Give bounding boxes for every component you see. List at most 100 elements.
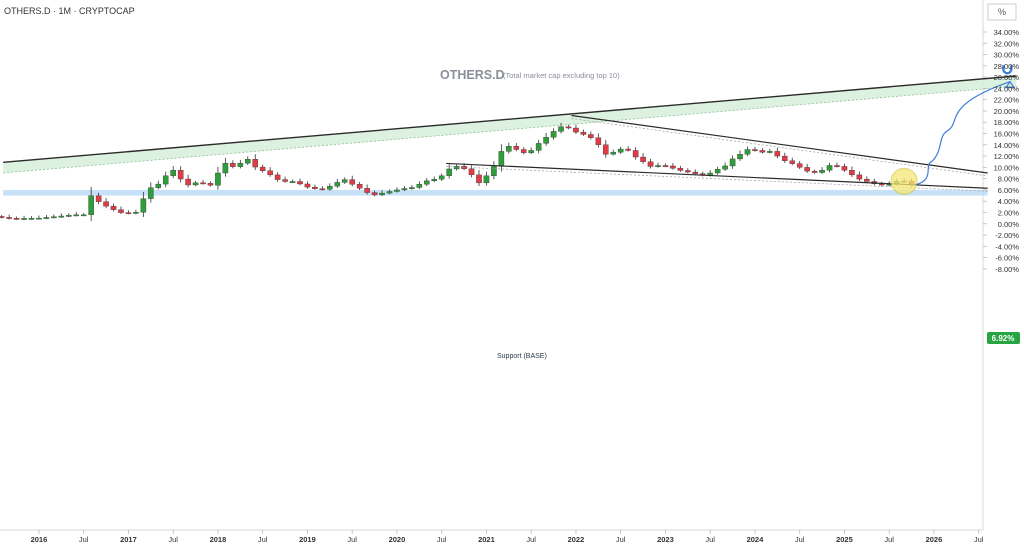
candle-down [864, 178, 870, 182]
candle-up [21, 218, 27, 220]
candle-down [282, 179, 288, 182]
candle-up [714, 169, 721, 174]
x-tick-label: Jul [795, 535, 805, 544]
highlight-circle [890, 167, 918, 195]
candle-up [379, 192, 385, 196]
candle-down [200, 182, 206, 185]
x-tick-label: 2018 [210, 535, 227, 544]
candle-down [13, 218, 20, 220]
candle-down [670, 165, 676, 169]
candle-down [841, 166, 848, 171]
candle-up [28, 218, 35, 220]
candle-down [0, 216, 5, 218]
candle-up [737, 154, 743, 160]
candle-down [759, 150, 766, 153]
y-tick-label: 8.00% [998, 175, 1020, 184]
candle-up [453, 166, 460, 170]
x-tick-label: Jul [616, 535, 626, 544]
support-label: Support (BASE) [497, 353, 547, 360]
candle-down [259, 166, 266, 172]
candle-up [491, 166, 497, 176]
descending-trendline [571, 114, 988, 174]
candle-up [215, 172, 221, 186]
candle-down [349, 179, 355, 185]
current-price-label: 6.92% [992, 334, 1015, 343]
y-tick-label: 2.00% [998, 208, 1020, 217]
candle-up [341, 179, 348, 183]
candle-up [610, 152, 617, 155]
candle-down [230, 163, 236, 167]
y-tick-label: 26.00% [994, 73, 1020, 82]
candle-down [520, 149, 527, 153]
candle-down [811, 170, 818, 173]
y-tick-label: -4.00% [995, 242, 1019, 251]
candle-down [632, 150, 639, 158]
candle-up [66, 215, 72, 217]
x-tick-label: 2025 [836, 535, 853, 544]
candle-down [356, 184, 363, 189]
candle-up [73, 214, 80, 217]
candle-down [849, 170, 855, 176]
chart-title-sub: (Total market cap excluding top 10) [503, 71, 620, 80]
candle-down [856, 174, 863, 180]
candle-down [588, 134, 594, 138]
axis-unit-button[interactable] [987, 3, 1017, 21]
candle-down [662, 165, 669, 167]
candle-up [729, 158, 736, 167]
y-tick-label: 12.00% [994, 152, 1020, 161]
candle-up [148, 187, 154, 199]
y-tick-label: 14.00% [994, 141, 1020, 150]
candle-up [192, 182, 199, 186]
candle-up [558, 126, 564, 132]
candle-down [304, 183, 311, 188]
current-price-tag [987, 332, 1020, 344]
candle-down [796, 163, 803, 168]
candle-down [789, 160, 796, 164]
candle-up [140, 198, 147, 213]
candle-up [550, 131, 557, 138]
y-tick-label: 4.00% [998, 197, 1020, 206]
candle-down [782, 155, 788, 161]
candle-up [162, 175, 169, 185]
candle-down [580, 131, 587, 135]
x-tick-label: Jul [258, 535, 268, 544]
candle-down [834, 165, 840, 167]
candle-up [51, 216, 57, 219]
candle-down [565, 126, 572, 129]
candle-up [819, 170, 825, 173]
candle-up [617, 148, 624, 153]
chart-title-main: OTHERS.D [440, 68, 505, 82]
candle-up [722, 165, 728, 170]
x-tick-label: Jul [437, 535, 447, 544]
upper-band-lower-edge [3, 85, 1017, 174]
candle-down [274, 174, 281, 180]
x-tick-label: 2024 [747, 535, 765, 544]
candle-down [625, 148, 631, 151]
candle-down [319, 188, 326, 191]
candle-up [237, 162, 244, 167]
candle-down [125, 212, 132, 214]
upper-resistance-band [3, 75, 1017, 173]
candle-up [289, 181, 296, 183]
candle-up [386, 191, 393, 194]
candle-down [804, 167, 810, 172]
candle-down [468, 168, 475, 176]
candle-down [177, 170, 184, 180]
x-tick-label: Jul [705, 535, 715, 544]
candle-down [677, 168, 684, 171]
projection-arrow [915, 81, 1011, 186]
x-tick-label: Jul [884, 535, 894, 544]
candle-up [80, 214, 87, 217]
candle-down [312, 186, 318, 189]
y-tick-label: 24.00% [994, 84, 1020, 93]
candle-down [185, 178, 191, 186]
candle-up [327, 185, 333, 190]
candle-up [334, 182, 341, 187]
candle-up [409, 187, 415, 189]
x-tick-label: Jul [168, 535, 178, 544]
candle-down [603, 144, 609, 155]
candle-down [364, 188, 370, 193]
candle-down [692, 171, 699, 174]
candle-up [446, 168, 452, 176]
